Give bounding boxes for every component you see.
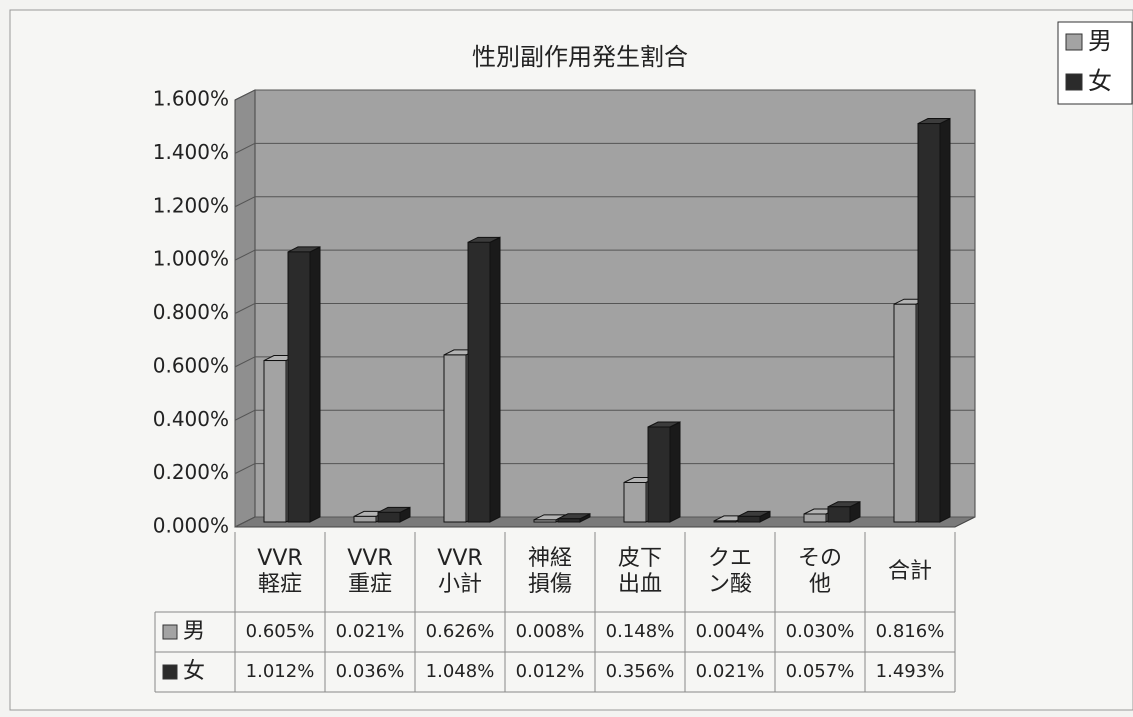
bar bbox=[353, 515, 377, 523]
chart-title: 性別副作用発生割合 bbox=[472, 43, 688, 71]
bar bbox=[287, 251, 311, 523]
value-label: 0.030% bbox=[786, 621, 855, 642]
floor bbox=[234, 516, 976, 528]
value-label: 0.036% bbox=[336, 661, 405, 682]
bar bbox=[443, 354, 467, 523]
bar-side bbox=[939, 117, 951, 523]
x-tick-label: その bbox=[798, 546, 842, 571]
value-label: 0.626% bbox=[426, 621, 495, 642]
table-series-name: 女 bbox=[183, 659, 205, 684]
value-label: 0.816% bbox=[876, 621, 945, 642]
y-tick-label: 0.400% bbox=[153, 407, 229, 431]
bar bbox=[827, 506, 851, 523]
bar bbox=[533, 519, 557, 523]
bar bbox=[263, 360, 287, 523]
y-tick-label: 1.000% bbox=[153, 247, 229, 271]
value-label: 1.493% bbox=[876, 661, 945, 682]
grid-line bbox=[234, 409, 256, 421]
x-tick-label: 重症 bbox=[348, 572, 392, 597]
x-tick-label: VVR bbox=[347, 546, 392, 571]
bar-side bbox=[309, 246, 321, 523]
x-tick-label: 皮下 bbox=[618, 546, 662, 571]
value-label: 0.148% bbox=[606, 621, 675, 642]
bar bbox=[467, 241, 491, 523]
bar bbox=[557, 518, 581, 523]
x-tick-label: クエ bbox=[708, 546, 752, 571]
grid-line bbox=[234, 463, 256, 475]
x-tick-label: 合計 bbox=[888, 559, 932, 584]
value-label: 0.057% bbox=[786, 661, 855, 682]
x-tick-label: VVR bbox=[437, 546, 482, 571]
legend-label: 男 bbox=[1088, 27, 1112, 55]
bar bbox=[647, 426, 671, 523]
y-tick-label: 0.600% bbox=[153, 353, 229, 377]
table-legend-key bbox=[162, 624, 178, 640]
x-tick-label: 軽症 bbox=[258, 572, 302, 597]
bar bbox=[377, 511, 401, 523]
x-tick-label: ン酸 bbox=[708, 572, 752, 597]
value-label: 0.004% bbox=[696, 621, 765, 642]
x-tick-label: 小計 bbox=[438, 572, 482, 597]
value-label: 0.021% bbox=[696, 661, 765, 682]
legend-label: 女 bbox=[1088, 67, 1112, 95]
legend-key bbox=[1065, 33, 1083, 51]
grid-line bbox=[234, 249, 256, 261]
bar bbox=[713, 520, 737, 523]
bar bbox=[623, 482, 647, 523]
x-tick-label: 出血 bbox=[618, 572, 662, 597]
value-label: 1.048% bbox=[426, 661, 495, 682]
value-label: 0.012% bbox=[516, 661, 585, 682]
y-tick-label: 1.200% bbox=[153, 193, 229, 217]
grid-line bbox=[234, 516, 256, 528]
x-tick-label: VVR bbox=[257, 546, 302, 571]
grid-line bbox=[234, 303, 256, 314]
value-label: 0.356% bbox=[606, 661, 675, 682]
x-tick-label: 損傷 bbox=[528, 572, 572, 597]
value-label: 1.012% bbox=[246, 661, 315, 682]
grid-line bbox=[234, 196, 256, 208]
table-legend-key bbox=[162, 664, 178, 680]
x-tick-label: 他 bbox=[809, 572, 831, 597]
x-tick-label: 神経 bbox=[528, 546, 572, 571]
bar bbox=[737, 515, 761, 523]
value-label: 0.021% bbox=[336, 621, 405, 642]
y-tick-label: 1.600% bbox=[153, 87, 229, 111]
value-label: 0.605% bbox=[246, 621, 315, 642]
bar bbox=[893, 303, 917, 523]
y-tick-label: 1.400% bbox=[153, 140, 229, 164]
legend-key bbox=[1065, 73, 1083, 91]
bar-side bbox=[669, 421, 681, 523]
table-series-name: 男 bbox=[183, 619, 205, 644]
grid-line bbox=[234, 142, 256, 154]
value-label: 0.008% bbox=[516, 621, 585, 642]
y-tick-label: 0.000% bbox=[153, 514, 229, 538]
y-tick-label: 0.200% bbox=[153, 460, 229, 484]
bar-side bbox=[489, 236, 501, 523]
bar bbox=[803, 513, 827, 523]
grid-line bbox=[234, 89, 256, 101]
grid-line bbox=[234, 356, 256, 368]
y-tick-label: 0.800% bbox=[153, 300, 229, 324]
bar bbox=[917, 123, 941, 523]
